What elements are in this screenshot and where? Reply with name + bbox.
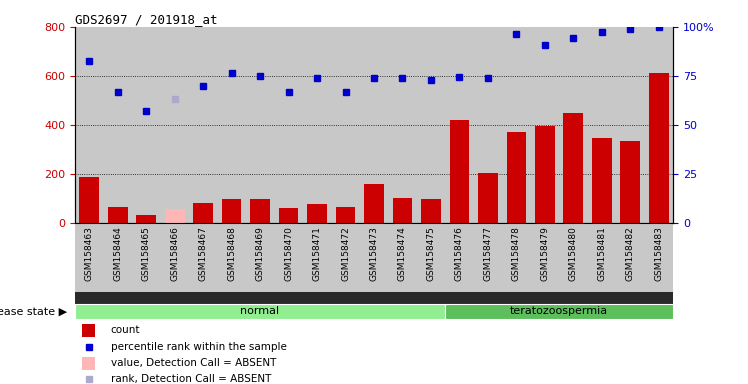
Bar: [560, 27, 588, 223]
Bar: [160, 223, 188, 292]
Bar: [502, 27, 531, 223]
Bar: [563, 113, 583, 223]
Bar: [421, 199, 441, 223]
Bar: [393, 198, 412, 223]
Bar: [103, 223, 132, 292]
Bar: [621, 141, 640, 223]
Text: GSM158481: GSM158481: [598, 226, 607, 281]
Bar: [417, 27, 445, 223]
Bar: [278, 208, 298, 223]
Bar: [79, 177, 99, 223]
Bar: [588, 27, 616, 223]
Bar: [331, 223, 360, 292]
Bar: [75, 223, 103, 292]
Bar: [82, 357, 95, 370]
Bar: [445, 223, 473, 292]
Bar: [502, 223, 531, 292]
Bar: [307, 204, 327, 223]
Bar: [75, 304, 445, 319]
Text: teratozoospermia: teratozoospermia: [510, 306, 608, 316]
Bar: [82, 324, 95, 337]
Text: GSM158477: GSM158477: [483, 226, 492, 281]
Text: GSM158468: GSM158468: [227, 226, 236, 281]
Bar: [132, 27, 160, 223]
Bar: [108, 207, 127, 223]
Text: GSM158466: GSM158466: [170, 226, 179, 281]
Text: GSM158475: GSM158475: [426, 226, 435, 281]
Text: GSM158480: GSM158480: [569, 226, 578, 281]
Bar: [445, 27, 473, 223]
Bar: [221, 199, 242, 223]
Bar: [445, 304, 673, 319]
Bar: [246, 27, 275, 223]
Bar: [246, 223, 275, 292]
Text: GSM158476: GSM158476: [455, 226, 464, 281]
Bar: [75, 292, 673, 304]
Bar: [132, 223, 160, 292]
Bar: [360, 223, 388, 292]
Bar: [217, 223, 246, 292]
Bar: [473, 27, 502, 223]
Bar: [136, 215, 156, 223]
Bar: [450, 120, 470, 223]
Text: GSM158470: GSM158470: [284, 226, 293, 281]
Bar: [188, 27, 217, 223]
Text: GSM158463: GSM158463: [85, 226, 94, 281]
Bar: [165, 209, 185, 223]
Bar: [388, 223, 417, 292]
Bar: [535, 126, 555, 223]
Bar: [275, 223, 303, 292]
Bar: [75, 27, 103, 223]
Text: GSM158471: GSM158471: [313, 226, 322, 281]
Bar: [217, 27, 246, 223]
Text: rank, Detection Call = ABSENT: rank, Detection Call = ABSENT: [111, 374, 271, 384]
Text: GSM158469: GSM158469: [256, 226, 265, 281]
Bar: [103, 27, 132, 223]
Text: GDS2697 / 201918_at: GDS2697 / 201918_at: [75, 13, 218, 26]
Bar: [364, 184, 384, 223]
Bar: [275, 27, 303, 223]
Bar: [560, 223, 588, 292]
Bar: [506, 132, 527, 223]
Bar: [417, 223, 445, 292]
Text: GSM158478: GSM158478: [512, 226, 521, 281]
Text: normal: normal: [240, 306, 280, 316]
Bar: [592, 138, 612, 223]
Bar: [649, 73, 669, 223]
Text: count: count: [111, 326, 140, 336]
Text: value, Detection Call = ABSENT: value, Detection Call = ABSENT: [111, 358, 276, 368]
Bar: [388, 27, 417, 223]
Bar: [193, 203, 213, 223]
Bar: [360, 27, 388, 223]
Bar: [188, 223, 217, 292]
Bar: [616, 223, 645, 292]
Text: GSM158482: GSM158482: [626, 226, 635, 281]
Bar: [303, 27, 331, 223]
Text: GSM158479: GSM158479: [541, 226, 550, 281]
Bar: [336, 207, 355, 223]
Bar: [473, 223, 502, 292]
Bar: [250, 199, 270, 223]
Text: GSM158465: GSM158465: [141, 226, 150, 281]
Bar: [616, 27, 645, 223]
Bar: [588, 223, 616, 292]
Bar: [478, 172, 498, 223]
Bar: [303, 223, 331, 292]
Text: disease state ▶: disease state ▶: [0, 306, 67, 316]
Text: GSM158464: GSM158464: [113, 226, 122, 281]
Bar: [645, 27, 673, 223]
Text: GSM158483: GSM158483: [654, 226, 663, 281]
Text: GSM158473: GSM158473: [370, 226, 378, 281]
Bar: [331, 27, 360, 223]
Text: percentile rank within the sample: percentile rank within the sample: [111, 342, 286, 352]
Bar: [160, 27, 188, 223]
Text: GSM158472: GSM158472: [341, 226, 350, 281]
Text: GSM158467: GSM158467: [198, 226, 207, 281]
Bar: [531, 27, 560, 223]
Bar: [531, 223, 560, 292]
Bar: [645, 223, 673, 292]
Text: GSM158474: GSM158474: [398, 226, 407, 281]
